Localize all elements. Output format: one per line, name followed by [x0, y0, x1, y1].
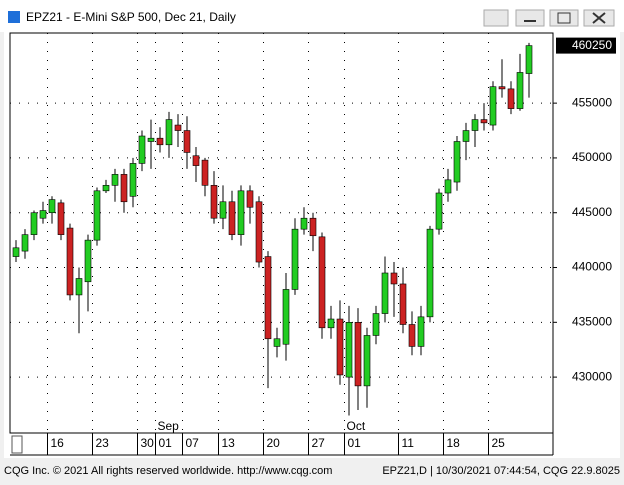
candle-body: [21, 234, 29, 252]
x-tick-label: 20: [267, 436, 281, 450]
maximize-icon: [557, 12, 571, 24]
month-label: Sep: [158, 419, 180, 433]
candle-body: [282, 289, 290, 345]
candle-body: [138, 135, 146, 164]
candle-body: [255, 201, 263, 263]
y-tick-label: 435000: [572, 314, 612, 328]
candle-body: [57, 202, 65, 235]
candle-body: [219, 201, 227, 219]
scroll-handle[interactable]: [11, 435, 23, 454]
candle-body: [462, 130, 470, 142]
candle-body: [273, 338, 281, 347]
candle-body: [327, 318, 335, 329]
candle-body: [291, 228, 299, 290]
x-tick-label: 23: [96, 436, 110, 450]
x-tick-label: 25: [492, 436, 506, 450]
y-tick-label: 450000: [572, 150, 612, 164]
x-tick-label: 16: [51, 436, 65, 450]
candle-body: [408, 324, 416, 347]
plot-frame: [9, 32, 554, 434]
x-tick-label: 01: [348, 436, 362, 450]
candle-body: [48, 199, 56, 214]
y-tick-label: 440000: [572, 260, 612, 274]
candle-body: [228, 201, 236, 235]
chart-area: [4, 32, 620, 458]
candle-body: [120, 174, 128, 203]
close-icon: [592, 12, 606, 24]
x-tick-label: 30: [141, 436, 155, 450]
candle-body: [147, 137, 155, 142]
candle-body: [102, 185, 110, 192]
candle-body: [507, 88, 515, 109]
x-tick-label: 01: [159, 436, 173, 450]
minimize-button[interactable]: [515, 9, 545, 27]
app-icon: [8, 11, 20, 23]
last-price-box: [556, 37, 616, 54]
x-tick-label: 18: [447, 436, 461, 450]
candle-body: [237, 190, 245, 235]
candle-body: [12, 247, 20, 257]
candle-body: [426, 228, 434, 318]
candle-body: [300, 217, 308, 230]
x-tick-label: 11: [402, 436, 415, 450]
window-title: EPZ21 - E-Mini S&P 500, Dec 21, Daily: [26, 10, 236, 24]
candle-body: [516, 72, 524, 109]
candle-body: [156, 137, 164, 146]
candle-body: [444, 179, 452, 194]
candle-body: [453, 141, 461, 183]
x-tick-label: 27: [312, 436, 326, 450]
candle-body: [165, 119, 173, 146]
candle-body: [354, 322, 362, 387]
candle-body: [381, 272, 389, 314]
candle-body: [489, 86, 497, 126]
candle-body: [183, 130, 191, 153]
candle-body: [84, 239, 92, 283]
candle-body: [480, 119, 488, 124]
maximize-button[interactable]: [549, 9, 579, 27]
candle-body: [39, 210, 47, 219]
footer-right: EPZ21,D | 10/30/2021 07:44:54, CQG 22.9.…: [382, 465, 620, 477]
candle-body: [336, 318, 344, 376]
x-tick-label: 13: [222, 436, 236, 450]
candle-body: [174, 124, 182, 131]
candle-body: [390, 272, 398, 285]
candle-body: [66, 227, 74, 296]
candle-body: [399, 283, 407, 325]
candle-body: [246, 190, 254, 208]
candle-body: [372, 313, 380, 336]
candle-body: [111, 174, 119, 186]
month-label: Oct: [347, 419, 366, 433]
footer-left: CQG Inc. © 2021 All rights reserved worl…: [4, 465, 332, 477]
y-tick-label: 455000: [572, 95, 612, 109]
x-tick-label: 07: [186, 436, 200, 450]
candle-body: [75, 278, 83, 296]
last-price-label: 460250: [572, 38, 612, 52]
candle-body: [30, 212, 38, 235]
candle-body: [363, 335, 371, 387]
candle-body: [264, 256, 272, 340]
candle-body: [525, 45, 533, 74]
candle-body: [210, 185, 218, 219]
link-button[interactable]: [483, 9, 509, 27]
candle-body: [201, 159, 209, 186]
candle-body: [435, 192, 443, 230]
candle-body: [471, 119, 479, 131]
candle-body: [129, 163, 137, 197]
candle-body: [345, 322, 353, 378]
candle-body: [498, 86, 506, 90]
candle-body: [93, 190, 101, 241]
candle-body: [192, 155, 200, 166]
y-tick-label: 445000: [572, 205, 612, 219]
candle-body: [318, 236, 326, 329]
candle-body: [417, 316, 425, 347]
y-tick-label: 430000: [572, 369, 612, 383]
candle-body: [309, 217, 317, 237]
